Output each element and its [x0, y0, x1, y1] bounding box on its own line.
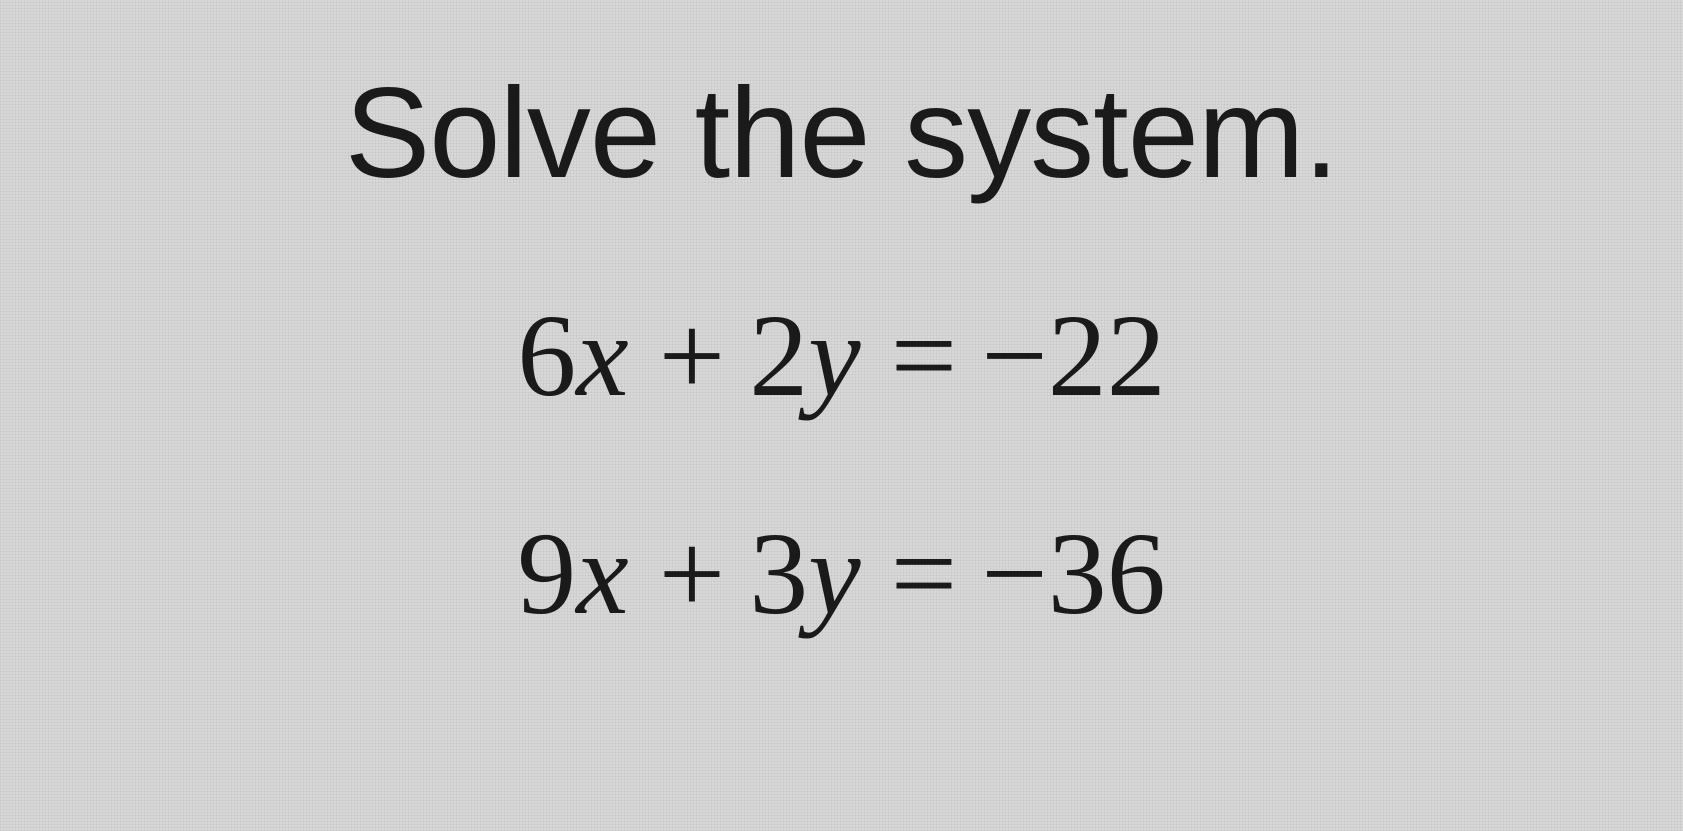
- eq1-coef2: 2: [749, 290, 808, 421]
- eq1-op: +: [659, 290, 726, 421]
- eq2-coef2: 3: [749, 508, 808, 639]
- eq2-eq: =: [891, 508, 958, 639]
- eq2-neg: −: [981, 508, 1048, 639]
- eq2-coef1: 9: [517, 508, 576, 639]
- eq2-rhs: 36: [1048, 508, 1166, 639]
- eq1-var2: y: [808, 290, 866, 421]
- eq1-rhs: 22: [1048, 290, 1166, 421]
- eq1-var1: x: [576, 290, 634, 421]
- equation-2: 9x+3y=−36: [517, 515, 1165, 633]
- eq1-coef1: 6: [517, 290, 576, 421]
- eq2-var2: y: [808, 508, 866, 639]
- problem-title: Solve the system.: [345, 60, 1338, 207]
- eq1-eq: =: [891, 290, 958, 421]
- eq2-op: +: [659, 508, 726, 639]
- equation-1: 6x+2y=−22: [517, 297, 1165, 415]
- eq1-neg: −: [981, 290, 1048, 421]
- eq2-var1: x: [576, 508, 634, 639]
- equations-container: 6x+2y=−22 9x+3y=−36: [517, 297, 1165, 633]
